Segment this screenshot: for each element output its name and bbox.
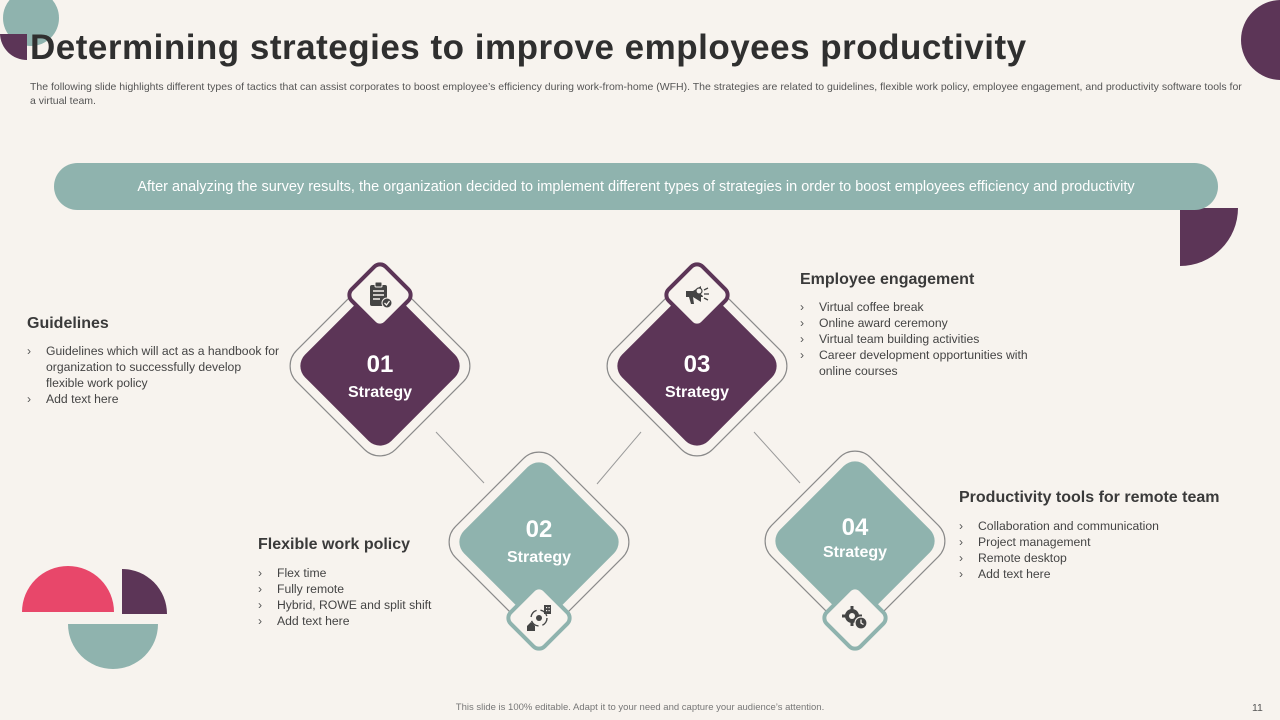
list-item: Collaboration and communication bbox=[959, 518, 1249, 534]
list-item: Virtual team building activities bbox=[800, 331, 1055, 347]
strategy-02-number: 02 bbox=[525, 516, 553, 543]
strategy-04-number: 04 bbox=[841, 514, 869, 541]
strategy-01-label: Strategy bbox=[347, 384, 413, 401]
page-number: 11 bbox=[1252, 702, 1263, 714]
list-item: Hybrid, ROWE and split shift bbox=[258, 597, 468, 613]
strategy-02-label: Strategy bbox=[506, 549, 572, 566]
productivity-tools-heading: Productivity tools for remote team bbox=[959, 489, 1220, 506]
strategy-01-diamond bbox=[300, 286, 460, 446]
strategy-04-diamond bbox=[775, 461, 935, 621]
list-item: Project management bbox=[959, 534, 1249, 550]
decorative-banner-quarter bbox=[1180, 208, 1238, 266]
list-item: Add text here bbox=[27, 391, 282, 407]
list-item: Career development opportunities with on… bbox=[800, 347, 1055, 379]
guidelines-list: Guidelines which will act as a handbook … bbox=[27, 343, 282, 407]
list-item: Add text here bbox=[959, 566, 1249, 582]
strategy-03-outline bbox=[606, 275, 788, 457]
clipboard-check-icon bbox=[362, 277, 398, 313]
decorative-bottom-left-shapes bbox=[22, 566, 167, 669]
strategy-01-number: 01 bbox=[366, 351, 394, 378]
flexible-work-policy-heading: Flexible work policy bbox=[258, 536, 411, 553]
decorative-top-left-shapes bbox=[0, 0, 59, 61]
list-item: Remote desktop bbox=[959, 550, 1249, 566]
summary-banner: After analyzing the survey results, the … bbox=[54, 163, 1218, 210]
megaphone-user-icon bbox=[679, 277, 715, 313]
strategy-02-diamond bbox=[459, 462, 619, 622]
strategy-03-diamond bbox=[617, 286, 777, 446]
list-item: Virtual coffee break bbox=[800, 299, 1055, 315]
page-subtitle: The following slide highlights different… bbox=[30, 81, 1242, 107]
strategy-04-outline bbox=[764, 450, 946, 632]
connector-line bbox=[596, 431, 642, 485]
strategy-03-number: 03 bbox=[683, 351, 711, 378]
strategy-01-outline bbox=[289, 275, 471, 457]
strategy-02-outline bbox=[448, 451, 630, 633]
page-title: Determining strategies to improve employ… bbox=[30, 28, 1027, 67]
employee-engagement-heading: Employee engagement bbox=[800, 271, 975, 288]
strategy-03-label: Strategy bbox=[664, 384, 730, 401]
list-item: Add text here bbox=[258, 613, 468, 629]
guidelines-heading: Guidelines bbox=[27, 315, 109, 332]
list-item: Fully remote bbox=[258, 581, 468, 597]
gear-clock-icon bbox=[837, 600, 873, 636]
list-item: Guidelines which will act as a handbook … bbox=[27, 343, 282, 391]
productivity-tools-list: Collaboration and communication Project … bbox=[959, 518, 1249, 582]
flexible-work-policy-list: Flex time Fully remote Hybrid, ROWE and … bbox=[258, 565, 468, 629]
connector-line bbox=[753, 431, 801, 484]
list-item: Online award ceremony bbox=[800, 315, 1055, 331]
list-item: Flex time bbox=[258, 565, 468, 581]
footer-note: This slide is 100% editable. Adapt it to… bbox=[455, 702, 825, 713]
strategy-04-label: Strategy bbox=[822, 544, 888, 561]
employee-engagement-list: Virtual coffee break Online award ceremo… bbox=[800, 299, 1055, 379]
home-office-cycle-icon bbox=[521, 600, 557, 636]
connector-line bbox=[435, 431, 485, 484]
summary-banner-text: After analyzing the survey results, the … bbox=[137, 178, 1135, 195]
decorative-top-right-circle bbox=[1241, 0, 1280, 80]
